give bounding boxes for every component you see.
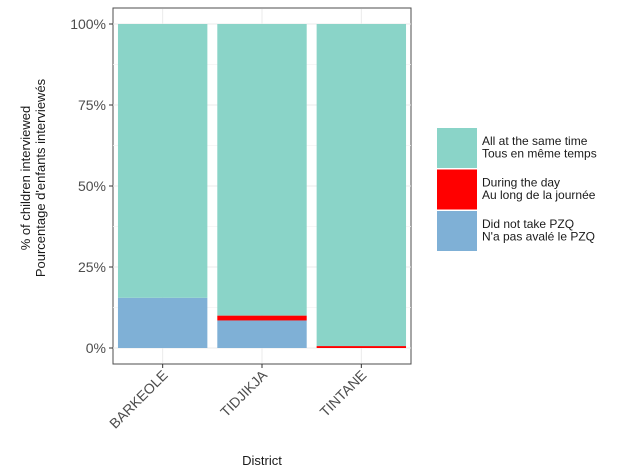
bar-segment-barkeole [117,24,208,298]
x-axis: BARKEOLE TIDJIKJA TINTANE [106,364,369,431]
legend-key [437,169,477,210]
legend-label: Tous en même temps [482,147,597,161]
legend-label: Did not take PZQ [482,217,574,231]
legend-key [437,128,477,168]
y-axis-title-line: % of children interviewed [18,106,33,251]
y-tick-label: 100% [70,16,106,32]
legend-label: During the day [482,176,560,190]
x-axis-title: District [242,453,282,468]
y-tick-label: 50% [78,178,106,194]
y-axis-title-line: Pourcentage d'enfants interviewés [33,78,48,277]
y-axis-title: % of children interviewed Pourcentage d'e… [18,78,48,277]
legend-label: Au long de la journée [482,188,596,202]
y-axis: 0% 25% 50% 75% 100% [70,16,113,356]
y-tick-label: 75% [78,97,106,113]
x-tick-label: TIDJIKJA [217,366,271,420]
bar-segment-tidjikja [217,315,307,321]
y-tick-label: 25% [78,259,106,275]
x-tick-label: BARKEOLE [106,367,171,432]
bar-segment-barkeole [117,297,208,348]
legend-label: All at the same time [482,134,588,148]
x-tick-label: TINTANE [317,367,370,420]
bar-segment-tintane [316,346,407,348]
legend-label: N'a pas avalé le PZQ [482,230,595,244]
bar-segment-tintane [316,24,407,347]
bar-segment-tidjikja [217,320,307,348]
bars [117,24,407,348]
legend-key [437,211,477,251]
bar-segment-tidjikja [217,24,307,316]
y-tick-label: 0% [86,340,106,356]
